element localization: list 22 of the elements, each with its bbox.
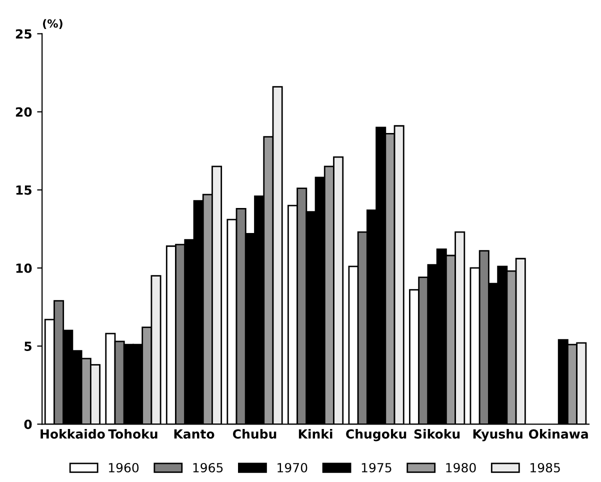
- x-tick-label: Kanto: [174, 429, 214, 439]
- x-tick-label: Chugoku: [346, 429, 406, 442]
- y-tick-label: 5: [24, 342, 32, 352]
- legend-label: 1960: [108, 462, 139, 472]
- legend-label: 1965: [193, 462, 223, 472]
- y-tick-label: 0: [24, 420, 32, 430]
- legend-label: 1975: [362, 462, 392, 472]
- legend-label: 1980: [446, 462, 476, 472]
- x-tick-label: Kyushu: [473, 429, 522, 442]
- y-axis-title: (%): [43, 19, 62, 29]
- x-tick-label: Kinki: [298, 429, 332, 439]
- x-tick-label: Tohoku: [108, 429, 158, 439]
- x-tick-label: Okinawa: [528, 429, 588, 439]
- x-tick-label: Sikoku: [414, 429, 460, 439]
- x-tick-label: Hokkaido: [40, 429, 105, 439]
- legend-label: 1970: [278, 462, 308, 472]
- y-tick-label: 10: [16, 263, 32, 273]
- y-tick-label: 25: [16, 29, 32, 39]
- legend-label: 1985: [530, 462, 560, 472]
- x-tick-label: Chubu: [232, 429, 276, 439]
- y-tick-label: 15: [16, 186, 32, 195]
- y-tick-label: 20: [16, 107, 32, 117]
